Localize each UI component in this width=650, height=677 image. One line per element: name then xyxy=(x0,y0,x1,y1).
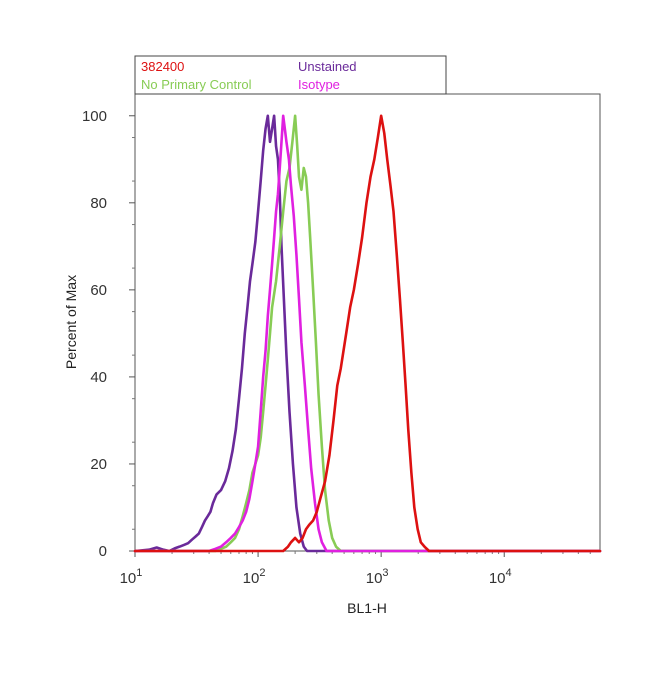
legend-entry-no-primary-control: No Primary Control xyxy=(141,77,252,92)
legend-entry-isotype: Isotype xyxy=(298,77,340,92)
y-tick-label: 80 xyxy=(90,195,107,212)
plot-frame xyxy=(134,93,601,552)
y-axis-title: Percent of Max xyxy=(63,275,79,369)
x-tick-label: 104 xyxy=(489,567,512,587)
legend-entry-382400: 382400 xyxy=(141,59,184,74)
series-layer xyxy=(133,114,602,553)
y-tick-label: 100 xyxy=(82,108,107,125)
y-tick-label: 40 xyxy=(90,369,107,386)
legend-box xyxy=(134,55,447,95)
legend-entry-unstained: Unstained xyxy=(298,59,357,74)
series-line-no-primary-control xyxy=(133,114,602,553)
series-line-382400 xyxy=(133,114,602,553)
x-tick-label: 102 xyxy=(243,567,266,587)
series-line-isotype xyxy=(133,114,602,553)
x-tick-label: 103 xyxy=(366,567,389,587)
x-axis-title: BL1-H xyxy=(347,600,387,616)
ticks-layer: 0 20 40 60 80 100 101 102 103 104 xyxy=(82,108,591,587)
y-tick-label: 20 xyxy=(90,456,107,473)
x-tick-label: 101 xyxy=(120,567,143,587)
series-line-unstained xyxy=(133,114,602,553)
y-tick-label: 60 xyxy=(90,282,107,299)
y-tick-label: 0 xyxy=(99,543,107,560)
legend: 382400 Unstained No Primary Control Isot… xyxy=(134,55,447,95)
